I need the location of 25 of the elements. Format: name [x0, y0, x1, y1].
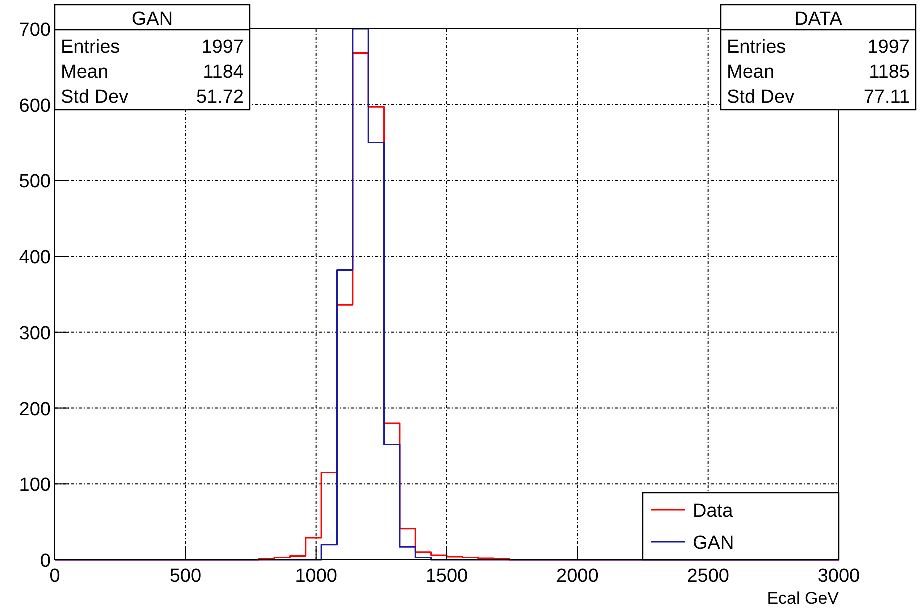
y-tick-label: 600	[19, 96, 51, 117]
annotation: GAN	[132, 9, 174, 30]
x-tick-label: 500	[170, 566, 202, 587]
y-tick-label: 300	[19, 323, 51, 344]
y-tick-label: 100	[19, 475, 51, 496]
x-tick-label: 1000	[295, 566, 338, 587]
text: Std Dev 77.11	[727, 87, 910, 108]
y-tick-label: 500	[19, 172, 51, 193]
text: Mean 1184	[61, 62, 244, 83]
annotation: DATA	[794, 9, 843, 30]
y-tick-label: 700	[19, 20, 51, 41]
y-tick-label: 200	[19, 399, 51, 420]
text: Entries 1997	[727, 37, 910, 58]
x-tick-label: 3000	[818, 566, 860, 587]
x-tick-label: 2000	[556, 566, 599, 587]
legend-label: Data	[693, 501, 734, 522]
x-axis-title: Ecal GeV	[767, 589, 840, 608]
x-tick-label: 1500	[426, 566, 468, 587]
x-tick-label: 2500	[687, 566, 730, 587]
text: Entries 1997	[61, 37, 244, 58]
legend-label: GAN	[693, 533, 734, 554]
text: Std Dev 51.72	[61, 87, 244, 108]
y-tick-label: 400	[19, 248, 51, 269]
text: Mean 1185	[727, 62, 910, 83]
y-tick-label: 0	[40, 551, 51, 572]
